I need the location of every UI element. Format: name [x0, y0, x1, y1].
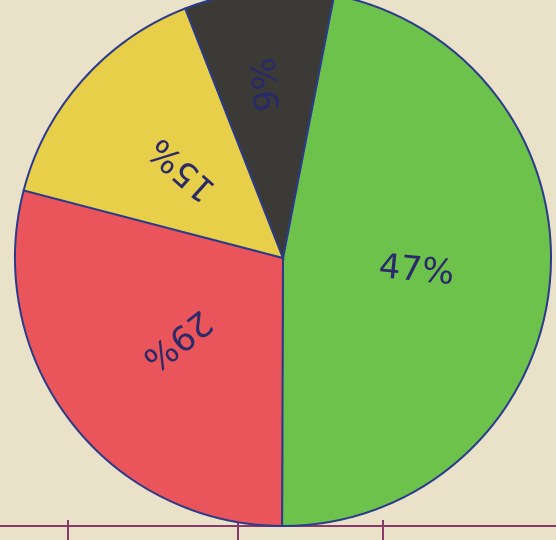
- pie-slice: [183, 0, 335, 262]
- slice-label: 9%: [243, 56, 288, 113]
- pie: 47%29%15%9%: [14, 0, 552, 528]
- pie-slice: [281, 0, 552, 527]
- pie-slice: [14, 189, 285, 528]
- pie-slice: [22, 7, 285, 260]
- slice-label: 47%: [377, 246, 456, 293]
